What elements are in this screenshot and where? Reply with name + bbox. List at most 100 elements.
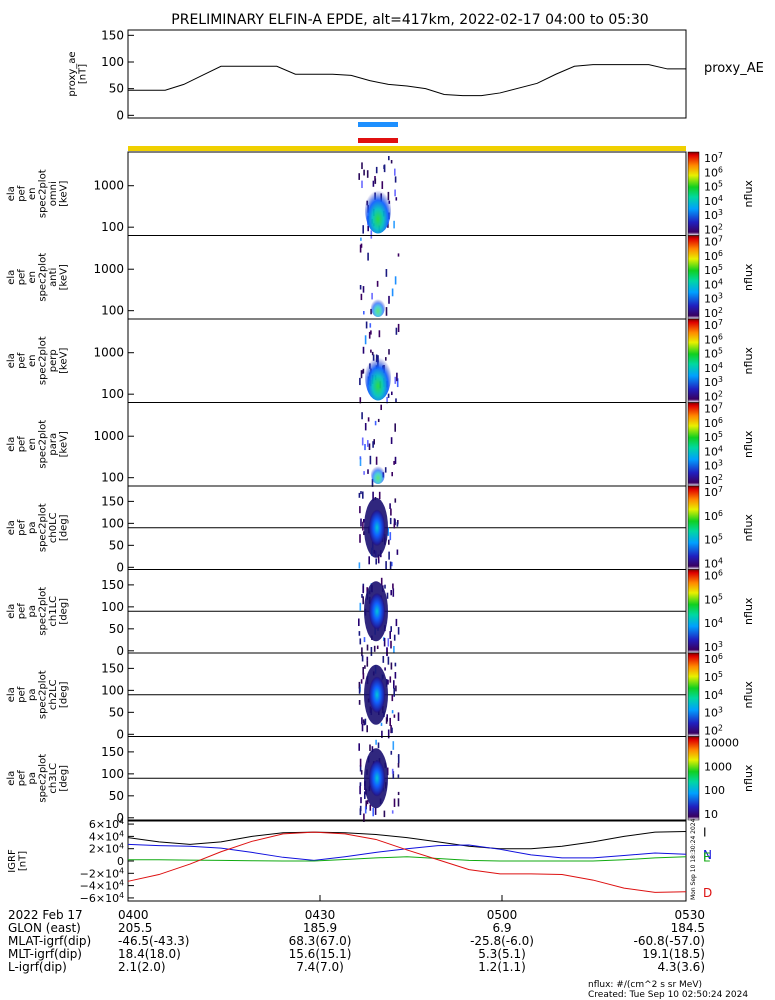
ela_pef_pa_spec2plot_ch2LC-cell	[395, 685, 397, 692]
ela_pef_pa_spec2plot_ch0LC-cell	[377, 559, 380, 564]
ela_pef_pa_spec2plot_ch0LC-cell	[363, 519, 365, 523]
ela_pef_en_spec2plot_omni-cell	[393, 220, 395, 229]
ela_pef_en_spec2plot_anti-cell	[397, 253, 400, 257]
ela_pef_en_spec2plot_anti-cell	[385, 269, 388, 277]
ela_pef_pa_spec2plot_ch1LC-cell	[362, 585, 364, 594]
ela_pef_pa_spec2plot_ch3LC-colorbar-title: nflux	[742, 764, 755, 792]
igrf-legend-i: I	[703, 825, 707, 839]
ela_pef_pa_spec2plot_ch1LC-flux-blob	[369, 593, 385, 630]
proxy-ae-panel: 0 50 100 150 proxy_ae [nT] proxy_AE	[67, 28, 764, 122]
ela_pef_pa_spec2plot_ch1LC-y-tick-label: 100	[101, 600, 124, 614]
ela_pef_pa_spec2plot_ch1LC-cell	[393, 634, 396, 641]
ela_pef_pa_spec2plot_ch2LC-cell	[361, 724, 364, 732]
igrf-y-tick-label: −4×104	[80, 878, 124, 893]
ela_pef_en_spec2plot_para-cell	[361, 437, 364, 446]
ela_pef_pa_spec2plot_ch0LC-colorbar: 104 105 106 107 nflux	[687, 485, 755, 571]
ela_pef_pa_spec2plot_ch2LC-cell	[358, 687, 361, 694]
ela_pef_pa_spec2plot_ch3LC-cell	[369, 744, 371, 751]
time-row-label: L-igrf(dip)	[8, 960, 67, 974]
ela_pef_pa_spec2plot_ch2LC-y-tick-label: 100	[101, 683, 124, 697]
ela_pef_pa_spec2plot_ch2LC-cell	[391, 727, 393, 734]
ela_pef_pa_spec2plot_ch2LC-colorbar-scale	[687, 652, 700, 737]
ela_pef_pa_spec2plot_ch3LC-cell	[375, 739, 377, 745]
ela_pef_en_spec2plot_para-y-label-line: para	[48, 433, 59, 456]
ela_pef_pa_spec2plot_ch1LC-cell	[380, 577, 383, 586]
ela_pef_en_spec2plot_anti-colorbar-tick: 104	[704, 277, 723, 292]
ela_pef_pa_spec2plot_ch0LC-colorbar-tick: 105	[704, 532, 723, 547]
ela_pef_pa_spec2plot_ch0LC-cell	[387, 527, 389, 536]
ela_pef_pa_spec2plot_ch0LC-cell	[360, 518, 362, 527]
ela_pef_pa_spec2plot_ch2LC-colorbar-tick: 105	[704, 669, 723, 684]
ela_pef_pa_spec2plot_ch0LC-cell	[377, 554, 380, 560]
ela_pef_en_spec2plot_omni-colorbar-tick: 107	[704, 151, 723, 166]
ela_pef_en_spec2plot_anti-colorbar-title: nflux	[742, 263, 755, 291]
ela_pef_pa_spec2plot_ch0LC-cell	[362, 521, 364, 531]
ela_pef_pa_spec2plot_ch1LC-y-label-line: pef	[16, 603, 27, 620]
ela_pef_en_spec2plot_para-cell	[393, 461, 395, 465]
proxy-ae-axes	[127, 29, 687, 119]
ela_pef_en_spec2plot_para-cell	[391, 472, 393, 477]
proxy-ae-y-tick-label: 0	[116, 108, 124, 122]
ela_pef_pa_spec2plot_ch2LC-colorbar-tick: 102	[704, 723, 723, 738]
proxy-ae-y-label-line: [nT]	[77, 64, 88, 84]
ela_pef_pa_spec2plot_ch3LC-colorbar-tick: 1000	[704, 760, 732, 773]
ela_pef_pa_spec2plot_ch0LC-y-label-line: ch0LC	[48, 512, 59, 543]
ela_pef_en_spec2plot_para-cell	[373, 439, 375, 445]
ela_pef_en_spec2plot_para-cell	[374, 420, 377, 426]
ela_pef_pa_spec2plot_ch2LC-cell	[381, 730, 383, 738]
ela_pef_pa_spec2plot_ch0LC-cell	[389, 517, 392, 525]
ela_pef_pa_spec2plot_ch0LC-cell	[362, 491, 364, 499]
ela_pef_pa_spec2plot_ch2LC-cell	[366, 725, 368, 733]
ela_pef_pa_spec2plot_ch1LC-y-label-line: ch1LC	[48, 596, 59, 627]
ela_pef_pa_spec2plot_ch2LC-cell	[389, 676, 392, 683]
ela_pef_pa_spec2plot_ch3LC-cell	[366, 800, 369, 805]
ela_pef_pa_spec2plot_ch2LC-cell	[385, 717, 388, 724]
ela_pef_pa_spec2plot_ch0LC-colorbar-tick: 107	[704, 485, 723, 500]
ela_pef_pa_spec2plot_ch1LC-cell	[376, 645, 379, 650]
ela_pef_pa_spec2plot_ch1LC-cell	[386, 592, 389, 599]
ela_pef_en_spec2plot_perp-cell	[395, 398, 397, 403]
ela_pef_en_spec2plot_anti-cell	[360, 237, 362, 241]
ela_pef_en_spec2plot_para-cell	[361, 412, 363, 420]
ela_pef_pa_spec2plot_ch1LC-cell	[370, 647, 373, 656]
time-row-label: GLON (east)	[8, 921, 81, 935]
ela_pef_en_spec2plot_perp-y-tick-label: 100	[101, 387, 124, 401]
ela_pef_pa_spec2plot_ch1LC-colorbar-tick: 106	[704, 568, 723, 583]
ela_pef_pa_spec2plot_ch0LC-cell	[390, 508, 392, 516]
igrf-y-label: IGRF [nT]	[7, 849, 29, 873]
ela_pef_en_spec2plot_anti-cell	[360, 293, 363, 301]
ela_pef_en_spec2plot_omni-colorbar-tick: 105	[704, 179, 723, 194]
ela_pef_pa_spec2plot_ch1LC-colorbar-title: nflux	[742, 597, 755, 625]
ela_pef_pa_spec2plot_ch1LC-cell	[383, 638, 386, 647]
ela_pef_en_spec2plot_omni-axes	[127, 151, 687, 236]
ela_pef_pa_spec2plot_ch2LC-cell	[394, 672, 397, 679]
ela_pef_en_spec2plot_omni-y-label-line: [keV]	[58, 181, 69, 207]
igrf-y-tick-label: 2×104	[89, 841, 124, 856]
time-row-value: 18.4(18.0)	[118, 947, 181, 961]
ela_pef_pa_spec2plot_ch2LC-cell	[380, 722, 383, 726]
proxy-ae-y-tick-label: 150	[101, 28, 124, 42]
ela_pef_en_spec2plot_perp-colorbar-tick: 105	[704, 346, 723, 361]
time-row-value: 0430	[305, 908, 336, 922]
ela_pef_pa_spec2plot_ch3LC-cell	[364, 791, 366, 799]
ela_pef_pa_spec2plot_ch1LC-cell	[392, 588, 395, 597]
ela_pef_en_spec2plot_perp-y-label-line: pef	[16, 352, 27, 369]
ela_pef_en_spec2plot_anti-cell	[362, 286, 365, 293]
ela_pef_en_spec2plot_para-colorbar-tick: 104	[704, 444, 723, 459]
ela_pef_en_spec2plot_para-cell	[394, 423, 396, 432]
ela_pef_pa_spec2plot_ch2LC-cell	[361, 717, 363, 725]
ela_pef_en_spec2plot_anti-y-label-line: spec2plot	[37, 253, 48, 302]
ela_pef_pa_spec2plot_ch3LC-cell	[383, 810, 386, 818]
ela_pef_pa_spec2plot_ch3LC-y-tick-label: 150	[101, 745, 124, 759]
ela_pef_pa_spec2plot_ch2LC-flux-blob	[369, 676, 385, 713]
ela_pef_en_spec2plot_anti-cell	[363, 311, 365, 315]
ela_pef_pa_spec2plot_ch2LC-y-tick-label: 50	[109, 705, 124, 719]
ela_pef_pa_spec2plot_ch0LC-y-tick-label: 150	[101, 494, 124, 508]
ela_pef_pa_spec2plot_ch0LC-cell	[388, 539, 390, 545]
time-row-value: 19.1(18.5)	[642, 947, 705, 961]
ela_pef_en_spec2plot_anti-cell	[359, 285, 362, 290]
ela_pef_pa_spec2plot_ch0LC-y-label-line: pef	[16, 519, 27, 536]
